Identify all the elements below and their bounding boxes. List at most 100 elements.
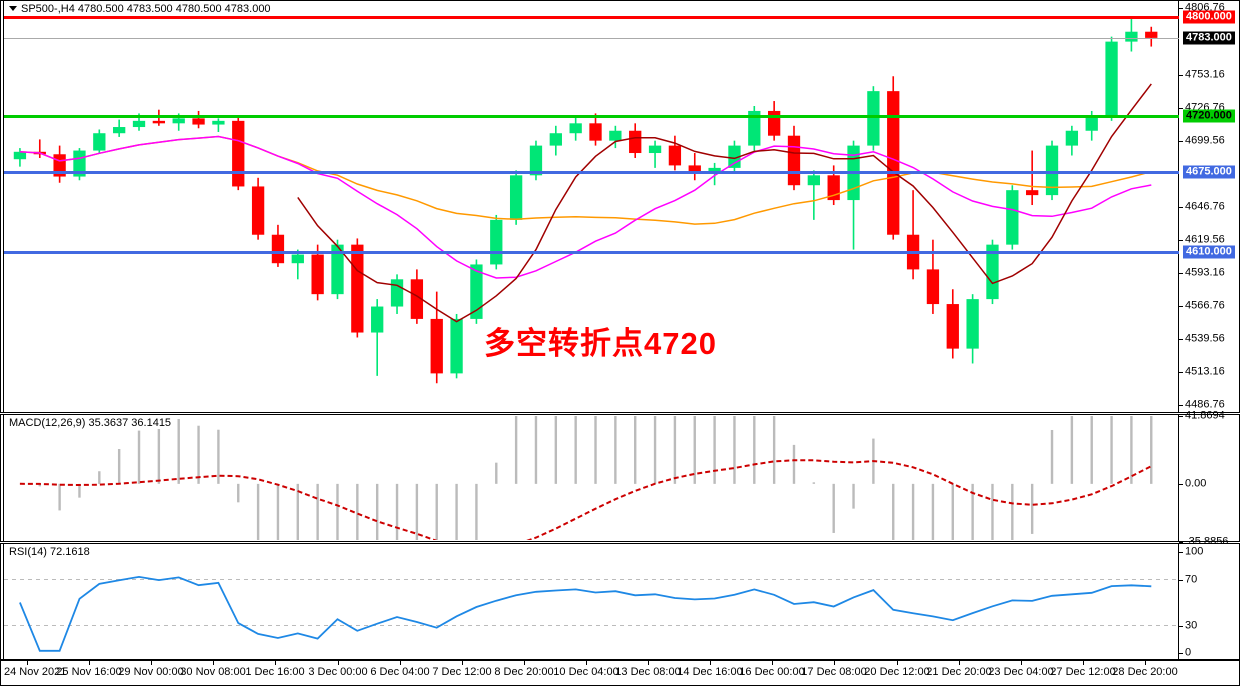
time-tick — [959, 661, 960, 665]
candle-body-up — [966, 299, 979, 349]
candle-body-down — [946, 304, 959, 349]
time-tick — [524, 661, 525, 665]
axis-tick-label: 70 — [1185, 573, 1198, 585]
candle-body-up — [807, 175, 820, 186]
axis-tick-label: 4513.16 — [1185, 365, 1225, 378]
axis-tick — [1179, 416, 1183, 417]
candle-body-up — [1006, 190, 1019, 245]
time-tick — [586, 661, 587, 665]
price-badge-4675[interactable]: 4675.000 — [1183, 165, 1235, 179]
level-line-4800[interactable] — [4, 15, 1179, 19]
rsi-panel[interactable]: 100 70 30 0 RSI(14) 72.1618 — [0, 543, 1240, 660]
time-axis[interactable]: 24 Nov 2021 25 Nov 16:00 29 Nov 00:00 30 No… — [0, 660, 1240, 686]
time-axis-label: 17 Dec 08:00 — [801, 666, 867, 678]
candle-body-down — [688, 165, 701, 173]
macd-plot-area[interactable] — [4, 416, 1179, 540]
symbol-header-text: SP500-,H4 4780.500 4783.500 4780.500 478… — [21, 3, 271, 15]
candle-body-up — [113, 127, 126, 134]
time-tick — [462, 661, 463, 665]
candle-body-down — [589, 123, 602, 141]
time-tick — [772, 661, 773, 665]
moving-average-line — [19, 135, 1152, 225]
time-axis-label: 23 Dec 04:00 — [988, 666, 1054, 678]
price-badge-4610[interactable]: 4610.000 — [1183, 245, 1235, 259]
moving-average-line — [19, 135, 1152, 279]
axis-tick-label: 4726.76 — [1185, 101, 1225, 114]
panel-rule — [3, 544, 4, 659]
time-axis-label: 14 Dec 16:00 — [677, 666, 743, 678]
axis-tick — [1179, 141, 1183, 143]
rsi-plot-area[interactable] — [4, 545, 1179, 658]
candle-body-up — [291, 254, 304, 264]
time-axis-label: 21 Dec 20:00 — [926, 666, 992, 678]
time-tick — [834, 661, 835, 665]
axis-tick — [1179, 542, 1183, 543]
candle-body-down — [152, 120, 166, 124]
time-tick — [648, 661, 649, 665]
candle-body-up — [1065, 130, 1079, 146]
level-line-4675[interactable] — [4, 170, 1179, 174]
candle-body-down — [887, 91, 900, 235]
panel-rule — [3, 415, 4, 541]
macd-header: MACD(12,26,9) 35.3637 36.1415 — [7, 417, 174, 429]
candle-body-down — [351, 244, 364, 333]
level-line-4783[interactable] — [4, 37, 1179, 39]
price-plot-area[interactable]: 多空转折点4720 — [4, 2, 1179, 411]
candle-body-down — [311, 254, 324, 295]
price-badge-4800[interactable]: 4800.000 — [1183, 10, 1235, 24]
time-axis-label: 6 Dec 04:00 — [370, 666, 430, 678]
axis-tick-label: 4699.56 — [1185, 134, 1225, 147]
rsi-axis: 100 70 30 0 — [1178, 544, 1239, 659]
axis-tick-label: -35.8856 — [1185, 535, 1229, 548]
price-axis[interactable]: 4806.76 4753.16 4726.76 4699.56 4646.76 4619.… — [1178, 1, 1239, 412]
candle-body-up — [390, 279, 404, 307]
candle-body-up — [509, 175, 523, 220]
time-axis-label: 25 Nov 16:00 — [56, 666, 122, 678]
axis-tick-label: 100 — [1185, 545, 1204, 558]
time-tick — [213, 661, 214, 665]
candle-body-up — [1045, 145, 1059, 196]
axis-tick — [1179, 483, 1183, 485]
candle-body-down — [192, 118, 205, 125]
time-axis-label: 30 Nov 08:00 — [180, 666, 246, 678]
axis-tick — [1179, 579, 1183, 581]
price-badge-4720[interactable]: 4720.000 — [1183, 109, 1235, 123]
axis-tick — [1179, 653, 1183, 654]
axis-tick-label: 4486.76 — [1185, 398, 1225, 411]
axis-tick-label: 4646.76 — [1185, 200, 1225, 213]
macd-panel[interactable]: 41.8694 0.00 -35.8856 MACD(12,26,9) 35.363… — [0, 410, 1240, 547]
candle-body-down — [251, 186, 265, 235]
time-tick — [710, 661, 711, 665]
axis-tick-label: 4539.56 — [1185, 332, 1225, 345]
axis-tick — [1179, 206, 1183, 208]
candle-body-down — [1145, 31, 1158, 38]
axis-tick — [1179, 371, 1183, 373]
time-axis-label: 3 Dec 00:00 — [308, 666, 368, 678]
price-panel[interactable]: 多空转折点4720 4806.76 4753.16 4726.76 4699.56 46… — [0, 0, 1240, 413]
candle-body-down — [926, 269, 940, 305]
candle-body-up — [93, 133, 106, 151]
time-tick — [151, 661, 152, 665]
level-line-4720[interactable] — [4, 114, 1179, 118]
time-tick — [897, 661, 898, 665]
candle-body-up — [470, 264, 483, 319]
rsi-line — [19, 575, 1152, 652]
candle-body-up — [986, 244, 999, 300]
axis-tick-label: 0 — [1185, 646, 1192, 659]
price-badge-4783[interactable]: 4783.000 — [1183, 31, 1235, 45]
candle-body-up — [529, 145, 543, 176]
symbol-header[interactable]: SP500-,H4 4780.500 4783.500 4780.500 478… — [7, 3, 273, 15]
candle-body-up — [172, 118, 185, 124]
time-axis-label: 24 Nov 2021 — [4, 666, 67, 678]
candle-body-down — [271, 234, 285, 264]
time-tick — [89, 661, 90, 665]
axis-tick — [1179, 272, 1183, 274]
chevron-down-icon[interactable] — [9, 5, 17, 11]
axis-tick — [1179, 552, 1183, 553]
time-tick — [338, 661, 339, 665]
candle-body-up — [212, 120, 225, 125]
level-line-4610[interactable] — [4, 251, 1179, 255]
candle-body-up — [371, 306, 384, 333]
candle-body-up — [708, 167, 721, 173]
axis-tick-label: 4753.16 — [1185, 68, 1225, 81]
